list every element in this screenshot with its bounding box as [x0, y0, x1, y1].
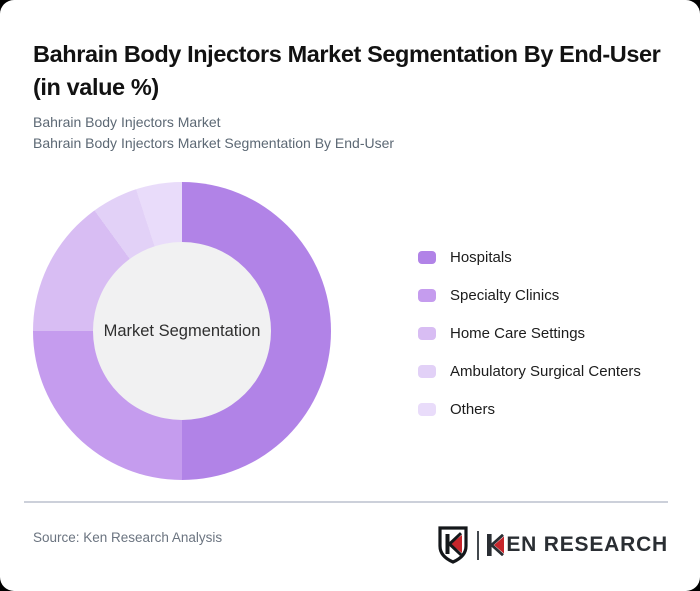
legend-swatch [418, 402, 436, 416]
wordmark-text: EN RESEARCH [506, 533, 668, 556]
legend-swatch [418, 250, 436, 264]
wordmark-k-icon [487, 534, 505, 556]
chart-legend: Hospitals Specialty Clinics Home Care Se… [418, 238, 641, 428]
legend-item: Ambulatory Surgical Centers [418, 352, 641, 390]
chart-subtitle-line2: Bahrain Body Injectors Market Segmentati… [33, 135, 395, 151]
chart-subtitle-line1: Bahrain Body Injectors Market [33, 114, 221, 130]
legend-swatch [418, 288, 436, 302]
legend-item: Others [418, 390, 641, 428]
legend-label: Specialty Clinics [450, 286, 560, 304]
chart-subtitle-block: Bahrain Body Injectors Market Bahrain Bo… [33, 112, 394, 154]
source-note: Source: Ken Research Analysis [33, 530, 223, 545]
legend-swatch [418, 364, 436, 378]
legend-label: Ambulatory Surgical Centers [450, 362, 641, 380]
legend-label: Home Care Settings [450, 324, 586, 342]
donut-center-label: Market Segmentation [103, 321, 261, 340]
legend-item: Specialty Clinics [418, 276, 641, 314]
legend-label: Hospitals [450, 248, 512, 266]
logo-separator [477, 530, 480, 560]
legend-label: Others [450, 400, 496, 418]
ken-research-logo: EN RESEARCH [436, 526, 668, 564]
legend-item: Hospitals [418, 238, 641, 276]
donut-chart: Market Segmentation [33, 182, 331, 480]
legend-item: Home Care Settings [418, 314, 641, 352]
shield-k-icon [438, 526, 468, 564]
page-title: Bahrain Body Injectors Market Segmentati… [33, 40, 661, 100]
legend-swatch [418, 326, 436, 340]
donut-hole: Market Segmentation [93, 242, 271, 420]
footer-divider [24, 501, 668, 503]
